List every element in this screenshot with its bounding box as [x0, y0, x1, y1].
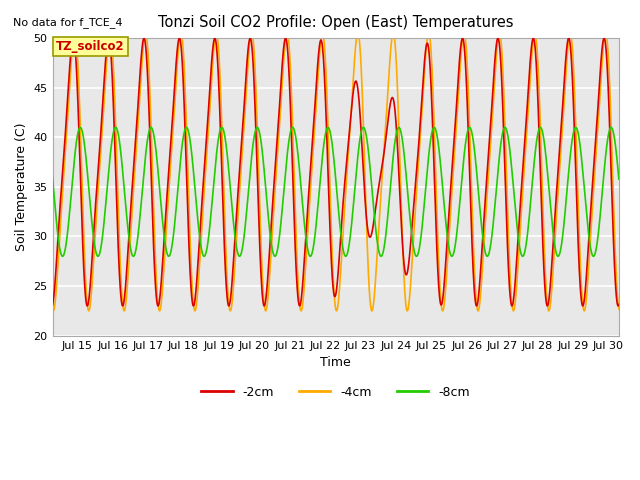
-8cm — [144, 133, 152, 139]
-2cm — [622, 210, 630, 216]
-2cm — [508, 303, 516, 309]
-8cm — [474, 183, 482, 189]
-8cm — [418, 226, 426, 231]
-2cm — [211, 35, 219, 41]
Line: -2cm: -2cm — [42, 38, 626, 306]
-2cm — [518, 174, 526, 180]
-2cm — [38, 85, 46, 91]
-2cm — [388, 95, 396, 100]
Title: Tonzi Soil CO2 Profile: Open (East) Temperatures: Tonzi Soil CO2 Profile: Open (East) Temp… — [158, 15, 513, 30]
Line: -4cm: -4cm — [42, 33, 626, 311]
-4cm — [418, 111, 426, 117]
-4cm — [518, 195, 526, 201]
Line: -8cm: -8cm — [42, 127, 626, 256]
-4cm — [38, 51, 46, 57]
Text: TZ_soilco2: TZ_soilco2 — [56, 40, 125, 53]
-4cm — [71, 30, 79, 36]
-8cm — [622, 245, 630, 251]
-2cm — [418, 96, 426, 102]
-8cm — [324, 124, 332, 130]
X-axis label: Time: Time — [320, 356, 351, 369]
-4cm — [49, 308, 57, 314]
-2cm — [144, 82, 152, 88]
-4cm — [622, 235, 630, 241]
-8cm — [388, 162, 396, 168]
Y-axis label: Soil Temperature (C): Soil Temperature (C) — [15, 122, 28, 251]
Text: No data for f_TCE_4: No data for f_TCE_4 — [13, 17, 122, 28]
-2cm — [474, 300, 481, 305]
-8cm — [518, 253, 526, 259]
-4cm — [474, 308, 482, 313]
-8cm — [59, 253, 67, 259]
-4cm — [145, 53, 152, 59]
-8cm — [261, 179, 269, 184]
-2cm — [261, 301, 269, 307]
Legend: -2cm, -4cm, -8cm: -2cm, -4cm, -8cm — [196, 381, 475, 404]
-4cm — [261, 307, 269, 313]
-8cm — [38, 133, 46, 139]
-4cm — [388, 33, 396, 38]
